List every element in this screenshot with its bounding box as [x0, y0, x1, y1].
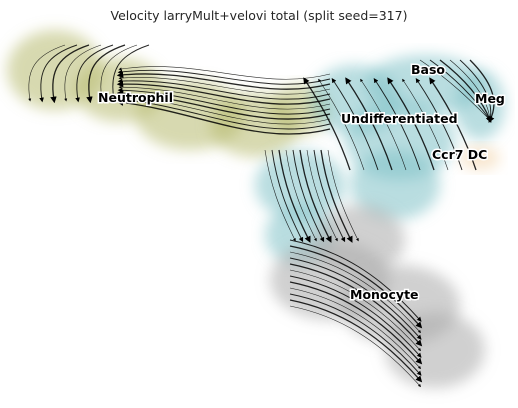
streamline [415, 78, 463, 171]
streamline [111, 44, 150, 103]
streamline [313, 149, 346, 243]
cell-cloud-baso [365, 55, 485, 115]
streamline [116, 99, 331, 135]
streamline [117, 97, 331, 130]
streamline [459, 59, 493, 123]
streamline [118, 76, 331, 95]
cluster-labels: Neutrophil Baso Meg Undifferentiated Ccr7 DC… [97, 61, 507, 304]
streamline [469, 59, 495, 123]
streamline [373, 78, 421, 171]
streamline [289, 263, 423, 347]
streamline [289, 251, 421, 334]
streamline [289, 245, 423, 329]
streamline [449, 59, 492, 122]
cluster-label-monocyte: Monocyte [350, 287, 419, 302]
streamline [116, 71, 331, 90]
chart-title: Velocity larryMult+velovi total (split s… [110, 8, 408, 23]
streamline [264, 149, 296, 242]
streamline [387, 77, 435, 171]
cell-cloud-undifferentiated [350, 150, 440, 220]
cluster-label-ccr7-dc: Ccr7 DC [432, 147, 487, 162]
streamline [402, 78, 449, 171]
streamline [117, 87, 331, 115]
cluster-label-neutrophil: Neutrophil [98, 90, 173, 105]
velocity-streamlines [28, 44, 495, 388]
streamline [303, 77, 351, 171]
streamline [75, 44, 114, 103]
streamline [419, 59, 492, 122]
streamline [289, 281, 423, 365]
streamline [116, 90, 331, 120]
streamline [289, 257, 422, 340]
streamline [331, 78, 379, 171]
streamline [292, 149, 325, 243]
streamline [271, 149, 304, 243]
streamline [100, 44, 138, 102]
streamline [429, 77, 477, 171]
streamline [289, 275, 422, 358]
streamline [345, 77, 393, 171]
streamline [117, 78, 331, 100]
streamline [64, 44, 102, 102]
streamline [289, 287, 421, 370]
streamline [278, 149, 311, 243]
cluster-label-baso: Baso [411, 62, 445, 77]
streamline [320, 149, 353, 243]
streamline [39, 44, 78, 103]
streamline [289, 269, 421, 352]
streamline [289, 293, 422, 376]
streamline [439, 59, 492, 124]
streamline [116, 80, 331, 105]
streamline [86, 44, 126, 104]
cluster-label-meg: Meg [475, 91, 505, 106]
streamline [289, 239, 422, 322]
streamline [28, 44, 66, 102]
streamline [50, 44, 90, 104]
streamline [327, 149, 359, 242]
streamline [285, 149, 317, 242]
streamline [318, 78, 365, 171]
cluster-label-undifferentiated: Undifferentiated [341, 111, 458, 126]
streamline [289, 305, 421, 388]
cell-clouds [7, 30, 505, 388]
streamline [118, 85, 331, 110]
streamline [289, 299, 423, 383]
streamline [299, 149, 332, 243]
streamline [306, 149, 338, 242]
streamline [429, 59, 492, 122]
streamline [118, 94, 331, 125]
streamline [360, 78, 407, 171]
